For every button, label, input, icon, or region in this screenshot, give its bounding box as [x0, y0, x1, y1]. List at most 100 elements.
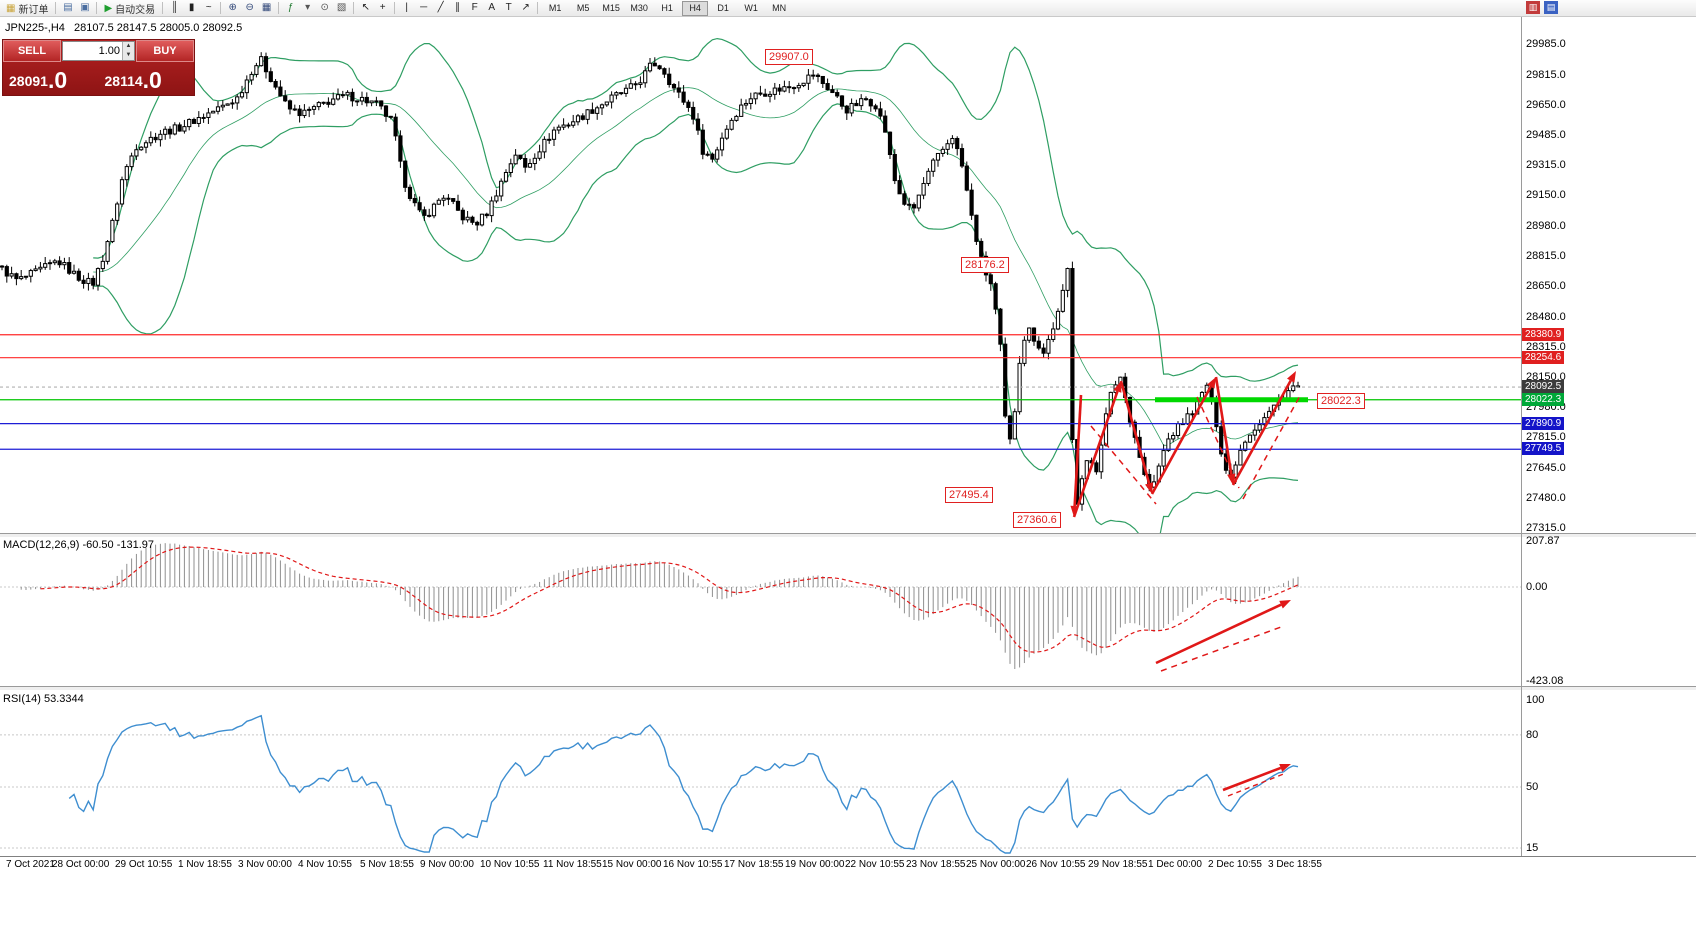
timeframe-button-h4[interactable]: H4 — [682, 0, 709, 16]
timeframe-button-w1[interactable]: W1 — [744, 3, 758, 13]
vertical-line-icon[interactable]: | — [405, 2, 408, 13]
volume-box: ▲ ▼ — [62, 41, 135, 61]
time-axis-label: 29 Nov 18:55 — [1088, 859, 1148, 870]
cursor-icon[interactable]: ↖ — [361, 2, 370, 13]
price-axis-chip-28380.9: 28380.9 — [1522, 327, 1565, 341]
periods-icon[interactable]: ⊙ — [320, 2, 329, 13]
bollinger-lower-band — [93, 103, 1299, 533]
price-annotation: 27360.6 — [1013, 512, 1061, 528]
sell-price-main: 28091 — [9, 73, 48, 89]
timeframe-button-mn[interactable]: MN — [772, 3, 787, 13]
price-axis-tick: 29150.0 — [1526, 189, 1566, 202]
toolbar-separator — [278, 2, 280, 14]
time-axis-label: 15 Nov 00:00 — [602, 859, 662, 870]
horizontal-line-icon[interactable]: ─ — [420, 2, 428, 13]
main-price-chart[interactable] — [0, 17, 1521, 533]
time-axis-label: 7 Oct 2021 — [6, 859, 55, 870]
autotrade-label: 自动交易 — [115, 4, 156, 16]
autotrade-button[interactable]: ▶ 自动交易 — [100, 1, 159, 16]
price-axis: 29985.0 29815.0 29650.0 29485.0 29315.0 29150… — [1522, 0, 1696, 939]
timeframe-button-h1[interactable]: H1 — [661, 3, 673, 13]
buy-button[interactable]: BUY — [136, 40, 194, 62]
volume-down-button[interactable]: ▼ — [122, 51, 134, 60]
sell-button[interactable]: SELL — [3, 40, 61, 62]
symbol-name: JPN225-,H4 — [5, 22, 65, 34]
rsi-axis-tick: 50 — [1526, 781, 1539, 794]
price-axis-tick: 29650.0 — [1526, 98, 1566, 111]
rsi-indicator-chart[interactable] — [0, 690, 1521, 856]
line-chart-icon[interactable]: ~ — [205, 2, 212, 13]
indicators-dropdown-icon[interactable]: ▾ — [305, 2, 311, 13]
macd-indicator-chart[interactable] — [0, 537, 1521, 686]
time-axis-label: 1 Nov 18:55 — [178, 859, 232, 870]
panel-divider[interactable] — [0, 686, 1696, 687]
macd-axis-tick: -423.08 — [1526, 674, 1564, 687]
buy-price-main: 28114 — [104, 73, 143, 89]
sell-price-frac: .0 — [47, 67, 68, 93]
price-axis-tick: 28150.0 — [1526, 370, 1566, 383]
text-label-icon[interactable]: T — [505, 2, 512, 13]
zoom-in-icon[interactable]: ⊕ — [228, 2, 237, 13]
sell-price: 28091.0 — [3, 62, 99, 95]
window-list-icon[interactable]: ▣ — [80, 2, 90, 13]
time-axis-label: 29 Oct 10:55 — [115, 859, 173, 870]
price-axis-tick: 28815.0 — [1526, 250, 1566, 263]
rsi-axis-tick: 100 — [1526, 694, 1545, 706]
toolbar-separator — [220, 2, 222, 14]
price-axis-tick: 28315.0 — [1526, 340, 1566, 353]
time-axis-label: 3 Nov 00:00 — [238, 859, 292, 870]
price-axis-tick: 27480.0 — [1526, 492, 1566, 505]
text-icon[interactable]: A — [488, 2, 495, 13]
templates-icon[interactable]: ▧ — [336, 2, 347, 13]
timeframe-button-m15[interactable]: M15 — [602, 3, 620, 13]
toolbar-separator — [55, 2, 57, 14]
price-axis-tick: 28650.0 — [1526, 280, 1566, 292]
crosshair-icon[interactable]: + — [379, 2, 386, 13]
time-axis-label: 23 Nov 18:55 — [906, 859, 966, 870]
buy-price-frac: .0 — [142, 67, 162, 93]
fibonacci-icon[interactable]: F — [471, 2, 478, 13]
time-axis-label: 28 Oct 00:00 — [52, 859, 110, 870]
zoom-out-icon[interactable]: ⊖ — [245, 2, 254, 13]
trendline-icon[interactable]: ╱ — [437, 2, 444, 13]
toolbar-right-icons: ▥ ▤ — [1526, 1, 1558, 14]
macd-signal-line — [40, 546, 1299, 653]
time-axis-label: 11 Nov 18:55 — [543, 859, 602, 870]
price-axis-tick: 27815.0 — [1526, 431, 1566, 444]
timeframe-button-d1[interactable]: D1 — [717, 3, 729, 13]
toolbar-separator — [537, 2, 539, 14]
candlestick-chart-icon[interactable]: ▮ — [188, 2, 195, 13]
time-axis-label: 1 Dec 00:00 — [1148, 859, 1202, 870]
symbol-ohlc-values: 28107.5 28147.5 28005.0 28092.5 — [73, 22, 243, 34]
arrows-tool-icon[interactable]: ↗ — [521, 2, 530, 13]
toolbar-separator — [353, 2, 355, 14]
price-axis-tick: 29315.0 — [1526, 159, 1566, 172]
profiles-icon[interactable]: ▤ — [63, 2, 73, 13]
partial-window-icon[interactable]: ▤ — [1544, 1, 1558, 14]
equidistant-channel-icon[interactable]: ∥ — [455, 2, 461, 13]
new-order-button[interactable]: ▦ 新订单 — [2, 1, 52, 16]
indicators-icon[interactable]: ƒ — [287, 2, 294, 13]
price-axis-tick: 27315.0 — [1526, 522, 1566, 534]
panel-divider[interactable] — [0, 533, 1696, 534]
timeframe-button-m30[interactable]: M30 — [630, 3, 648, 13]
chart-window-icon[interactable]: ▥ — [1526, 1, 1540, 14]
price-axis-chip-28022.3: 28022.3 — [1522, 392, 1565, 406]
timeframe-button-m5[interactable]: M5 — [576, 3, 590, 13]
time-axis-label: 17 Nov 18:55 — [724, 859, 784, 870]
price-axis-tick: 29815.0 — [1526, 68, 1566, 81]
macd-axis-tick: 0.00 — [1526, 581, 1548, 593]
price-axis-tick: 28980.0 — [1526, 220, 1566, 233]
new-order-label: 新订单 — [18, 4, 49, 16]
volume-up-button[interactable]: ▲ — [122, 42, 134, 51]
timeframe-button-m1[interactable]: M1 — [548, 3, 562, 13]
toolbar-separator — [96, 2, 98, 14]
volume-input[interactable] — [63, 45, 122, 57]
tile-windows-icon[interactable]: ▦ — [261, 2, 272, 13]
price-axis-chip-27890.9: 27890.9 — [1522, 416, 1565, 430]
time-axis-label: 3 Dec 18:55 — [1268, 859, 1322, 870]
autotrade-icon: ▶ — [104, 2, 113, 14]
price-axis-chip-28254.6: 28254.6 — [1522, 350, 1565, 364]
bar-chart-icon[interactable]: ║ — [171, 2, 179, 13]
